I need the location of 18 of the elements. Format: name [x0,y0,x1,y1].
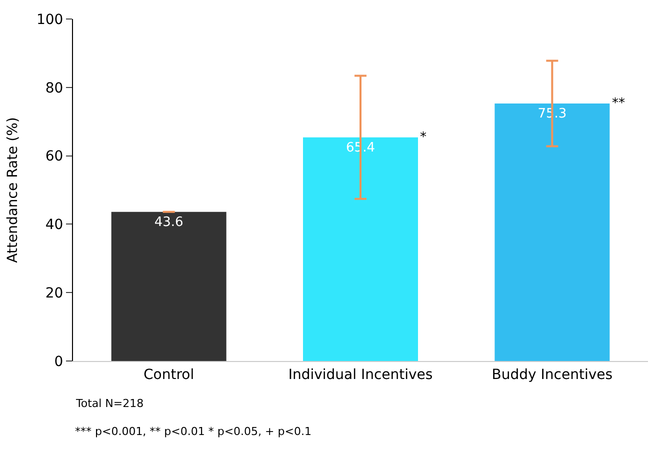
x-tick-label: Individual Incentives [288,366,433,383]
y-tick-label: 20 [45,286,64,302]
text: *** p<0.001, ** p<0.01 * p<0.05, + p<0.1 [75,425,312,438]
x-tick-label: Buddy Incentives [492,366,613,383]
x-tick-label: Control [144,366,194,383]
y-tick-label: 0 [54,354,64,370]
bar [303,137,418,361]
y-axis-title: Attendance Rate (%) [5,117,22,263]
bar [494,103,610,361]
y-tick-label: 60 [45,148,64,165]
annotation: * [420,130,427,145]
data-label: 43.6 [154,214,184,230]
annotation: ** [612,96,626,111]
y-tick-label: 80 [45,80,64,96]
text: Total N=218 [75,397,144,410]
y-tick-label: 100 [36,12,64,28]
y-tick-label: 40 [45,217,64,234]
bar [111,212,226,361]
